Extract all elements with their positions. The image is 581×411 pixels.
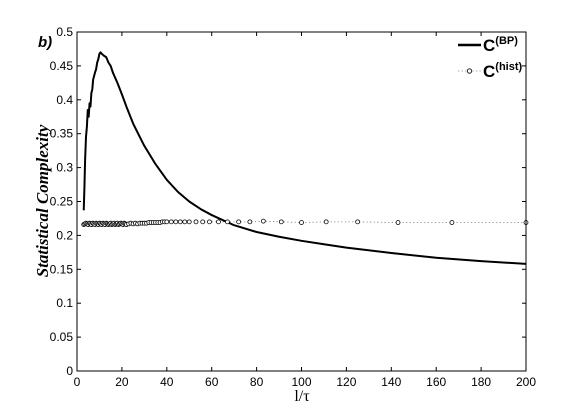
x-tick-label: 0: [74, 375, 81, 389]
hist-point: [193, 219, 199, 225]
y-tick-label: 0.3: [56, 161, 73, 175]
hist-point: [247, 219, 253, 225]
hist-point: [449, 220, 455, 225]
x-tick-label: 20: [115, 375, 129, 389]
y-axis-label: Statistical Complexity: [33, 124, 52, 277]
y-tick-label: 0.15: [50, 262, 74, 276]
legend-label-hist-sup: (hist): [495, 61, 522, 73]
hist-point: [182, 219, 188, 225]
x-tick-label: 120: [336, 375, 356, 389]
legend-marker-hist: [466, 68, 473, 74]
y-tick-label: 0.2: [56, 228, 73, 242]
y-tick-label: 0.5: [56, 25, 73, 39]
legend-label-bp-main: C: [483, 36, 495, 55]
hist-point: [168, 219, 174, 225]
series-line-bp: [82, 51, 527, 265]
hist-point: [395, 220, 401, 225]
x-tick-label: 60: [205, 375, 219, 389]
legend: C(BP) C(hist): [458, 35, 523, 81]
hist-point: [278, 219, 284, 225]
y-tick-label: 0.1: [56, 296, 73, 310]
y-tick-label: 0.45: [50, 59, 74, 73]
hist-point: [225, 219, 230, 225]
x-tick-label: 80: [250, 375, 264, 389]
hist-point: [164, 219, 170, 225]
hist-point: [186, 219, 192, 225]
plot-frame: [76, 31, 527, 372]
x-tick-label: 200: [516, 375, 536, 389]
x-tick-label: 160: [426, 375, 446, 389]
y-tick-label: 0.4: [56, 93, 73, 107]
hist-point: [177, 219, 183, 225]
y-tick-label: 0.25: [50, 195, 74, 209]
hist-point: [355, 219, 361, 225]
y-tick-label: 0: [66, 364, 73, 378]
x-tick-label: 40: [160, 375, 174, 389]
y-tick-label: 0.05: [50, 330, 74, 344]
x-tick-label: 100: [291, 375, 311, 389]
hist-point: [299, 220, 304, 225]
hist-point: [236, 219, 242, 225]
x-tick-label: 140: [381, 375, 401, 389]
ticks-layer: 0 20 40 60 80 100 120 140 160 180 200 0 0.05 0.1 0.15 0…: [50, 25, 537, 389]
legend-label-hist: C(hist): [483, 61, 523, 81]
series-layer: [81, 51, 529, 265]
hist-point: [207, 219, 212, 225]
hist-point: [200, 219, 206, 225]
legend-label-bp-sup: (BP): [495, 35, 518, 47]
x-axis-label: l/τ: [294, 388, 310, 405]
legend-label-hist-main: C: [483, 62, 495, 81]
hist-point: [216, 219, 221, 225]
x-tick-label: 180: [471, 375, 491, 389]
hist-point: [323, 219, 329, 225]
legend-label-bp: C(BP): [483, 35, 518, 55]
hist-point: [173, 219, 179, 225]
y-tick-label: 0.35: [50, 127, 74, 141]
hist-point: [260, 218, 266, 224]
panel-label: b): [38, 34, 52, 51]
